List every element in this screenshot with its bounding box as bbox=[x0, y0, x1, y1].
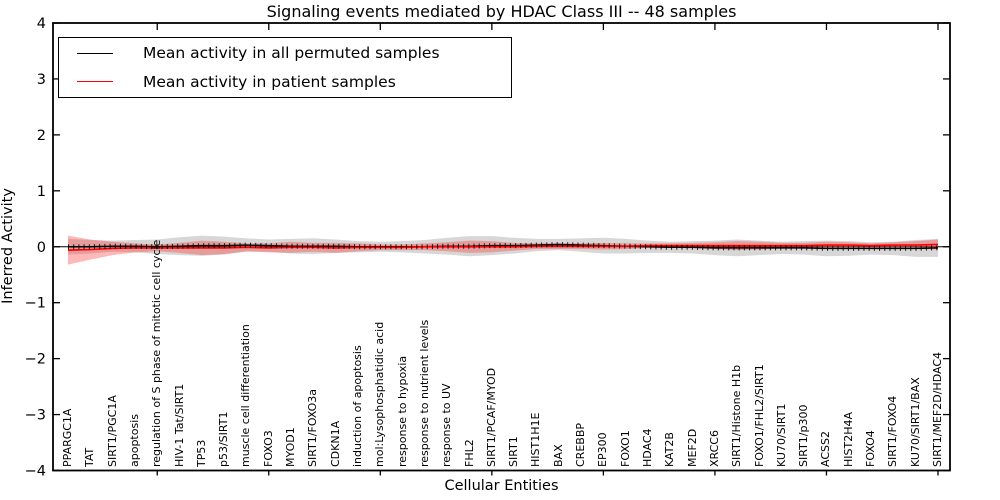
legend-line-permuted-icon bbox=[77, 53, 113, 54]
y-tick-label: 0 bbox=[37, 240, 46, 256]
x-tick-label: KU70/SIRT1 bbox=[775, 404, 788, 467]
x-tick-label: response to nutrient levels bbox=[418, 320, 431, 467]
x-tick-label: p53/SIRT1 bbox=[217, 412, 230, 467]
x-tick-label: induction of apoptosis bbox=[351, 345, 364, 467]
x-tick-label: MYOD1 bbox=[284, 427, 297, 467]
x-tick-label: TAT bbox=[83, 448, 96, 467]
x-tick-label: SIRT1/FOXO3a bbox=[306, 389, 319, 467]
x-tick-label: SIRT1/MEF2D/HDAC4 bbox=[931, 352, 944, 467]
y-tick-label: −3 bbox=[25, 408, 46, 424]
legend-entry-permuted: Mean activity in all permuted samples bbox=[59, 40, 511, 66]
x-tick-label: regulation of S phase of mitotic cell cy… bbox=[150, 240, 163, 467]
legend-entry-patient: Mean activity in patient samples bbox=[59, 69, 511, 95]
y-tick-label: 2 bbox=[37, 128, 46, 144]
x-tick-label: FOXO1/FHL2/SIRT1 bbox=[753, 364, 766, 467]
x-tick-label: SIRT1/FOXO4 bbox=[886, 396, 899, 467]
x-tick-label: KAT2B bbox=[663, 432, 676, 467]
x-tick-label: CREBBP bbox=[574, 423, 587, 467]
x-tick-label: HIST2H4A bbox=[842, 412, 855, 467]
y-tick-label: 3 bbox=[37, 72, 46, 88]
x-tick-label: SIRT1 bbox=[507, 436, 520, 467]
x-tick-label: TP53 bbox=[195, 440, 208, 467]
x-tick-label: HIST1H1E bbox=[529, 413, 542, 467]
x-tick-label: PPARGC1A bbox=[61, 409, 74, 467]
x-tick-label: HIV-1 Tat/SIRT1 bbox=[173, 384, 186, 467]
chart-title: Signaling events mediated by HDAC Class … bbox=[53, 2, 950, 21]
x-tick-label: CDKN1A bbox=[329, 421, 342, 467]
y-axis-title: Inferred Activity bbox=[0, 0, 20, 496]
x-tick-label: HDAC4 bbox=[641, 428, 654, 467]
figure: −4 −3 −2 −1 0 1 2 3 4 Signaling events mediated … bbox=[0, 0, 1000, 500]
legend-line-patient-icon bbox=[77, 81, 113, 82]
x-tick-label: apoptosis bbox=[128, 414, 141, 467]
x-tick-label: FOXO4 bbox=[864, 430, 877, 467]
x-tick-label: EP300 bbox=[596, 432, 609, 467]
y-tick-label: 1 bbox=[37, 184, 46, 200]
x-tick-label: FOXO3 bbox=[262, 430, 275, 467]
y-tick-label: 4 bbox=[37, 16, 46, 32]
legend-label-permuted: Mean activity in all permuted samples bbox=[143, 44, 440, 62]
x-tick-label: FOXO1 bbox=[619, 430, 632, 467]
x-axis-title: Cellular Entities bbox=[53, 478, 950, 494]
x-tick-label: BAX bbox=[552, 444, 565, 467]
legend-label-patient: Mean activity in patient samples bbox=[143, 73, 396, 91]
y-tick-label: −1 bbox=[25, 296, 46, 312]
x-tick-label: SIRT1/PGC1A bbox=[106, 395, 119, 467]
x-tick-label: SIRT1/p300 bbox=[797, 405, 810, 467]
x-tick-label: KU70/SIRT1/BAX bbox=[909, 377, 922, 467]
x-tick-label: ACSS2 bbox=[819, 431, 832, 467]
y-tick-label: −2 bbox=[25, 352, 46, 368]
x-tick-label: SIRT1/PCAF/MYOD bbox=[485, 368, 498, 467]
x-tick-label: muscle cell differentiation bbox=[239, 324, 252, 467]
x-tick-label: FHL2 bbox=[463, 439, 476, 467]
legend: Mean activity in all permuted samples Me… bbox=[58, 37, 512, 98]
x-tick-label: response to UV bbox=[440, 383, 453, 467]
x-tick-label: SIRT1/Histone H1b bbox=[730, 365, 743, 467]
y-tick-label: −4 bbox=[25, 464, 46, 480]
x-tick-label: XRCC6 bbox=[708, 430, 721, 467]
x-tick-label: MEF2D bbox=[686, 429, 699, 467]
x-tick-label: response to hypoxia bbox=[396, 356, 409, 467]
x-tick-label: mol:Lysophosphatidic acid bbox=[373, 322, 386, 467]
